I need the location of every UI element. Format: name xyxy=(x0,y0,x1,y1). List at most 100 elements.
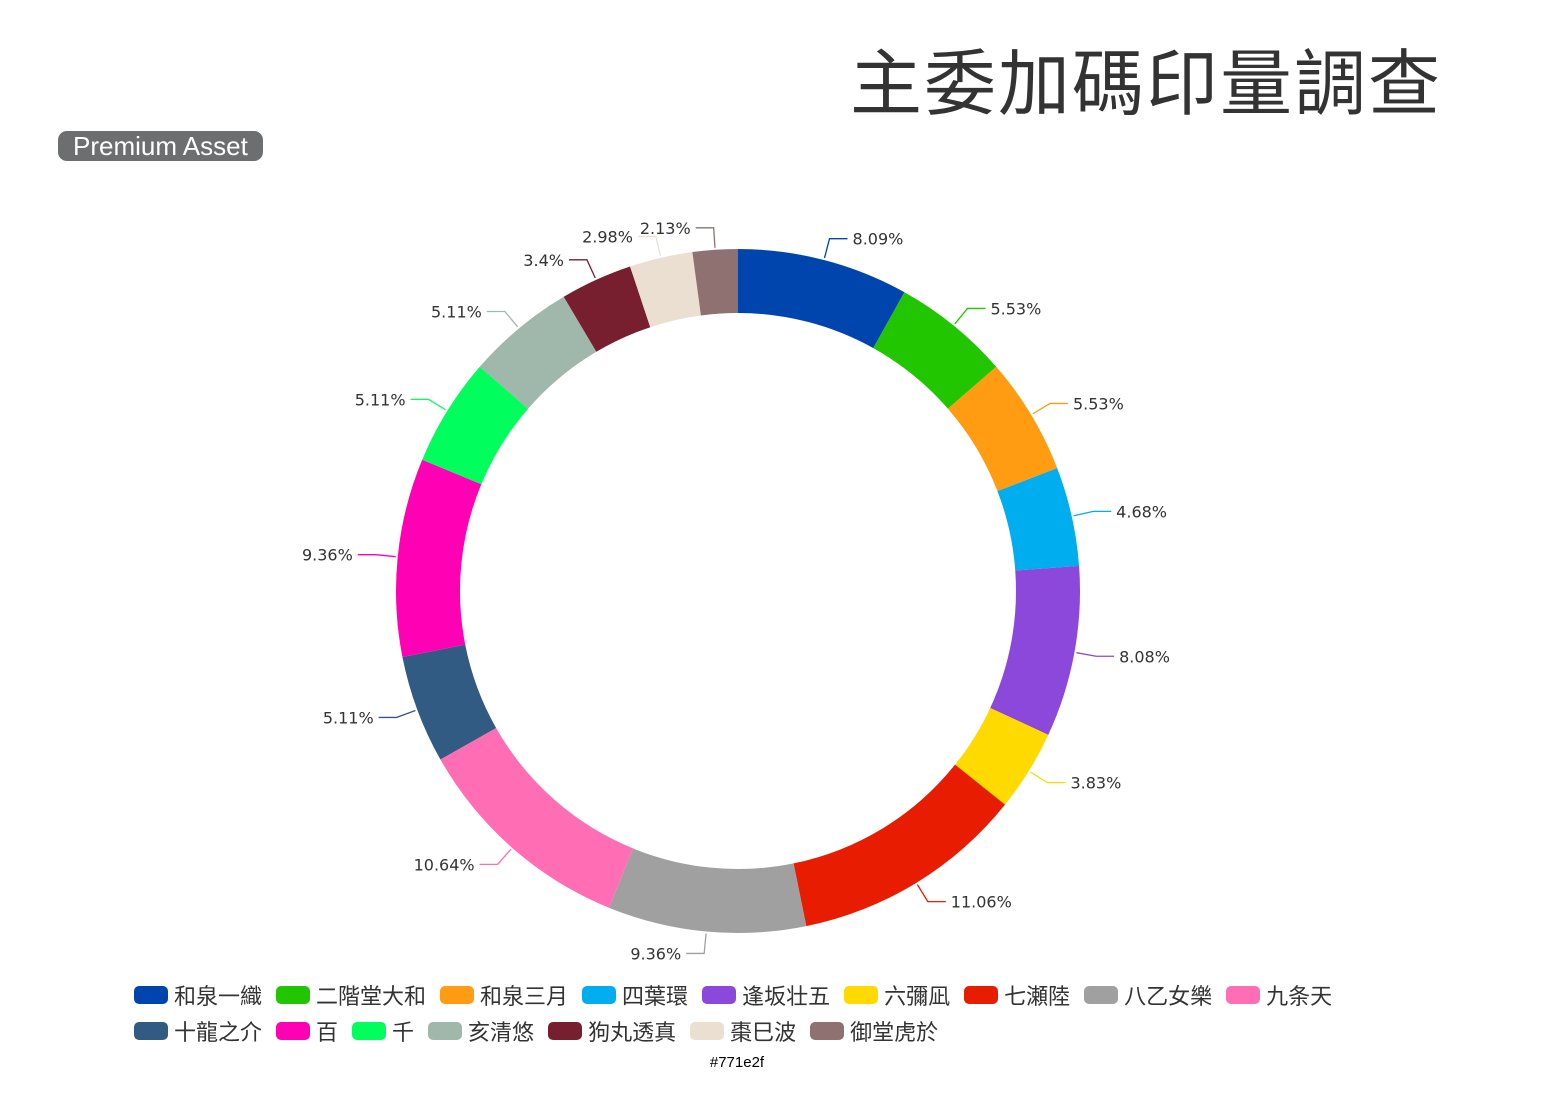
donut-slice[interactable] xyxy=(692,249,738,316)
legend-item[interactable]: 和泉三月 xyxy=(440,979,568,1011)
data-label: 11.06% xyxy=(951,893,1012,912)
donut-slice[interactable] xyxy=(479,296,597,409)
data-label: 2.13% xyxy=(640,219,691,238)
premium-asset-badge: Premium Asset xyxy=(58,131,263,161)
color-hex-caption: #771e2f xyxy=(709,1054,765,1071)
leader-line xyxy=(637,235,662,257)
leader-line xyxy=(410,398,446,411)
legend-item[interactable]: 二階堂大和 xyxy=(276,979,426,1011)
data-label: 8.09% xyxy=(853,230,904,249)
donut-slice[interactable] xyxy=(608,848,807,933)
legend-label: 九条天 xyxy=(1266,985,1333,1010)
legend-swatch xyxy=(134,1022,168,1040)
donut-slice[interactable] xyxy=(440,727,634,908)
leader-line xyxy=(486,310,519,328)
legend-swatch xyxy=(276,986,311,1004)
data-label: 3.4% xyxy=(523,251,564,270)
legend-label: 千 xyxy=(392,1021,415,1046)
legend-row: 十龍之介 百 千 亥清悠 狗丸透真 棗巳波 御堂虎於 xyxy=(134,1014,1434,1048)
legend-swatch xyxy=(810,1022,845,1040)
donut-slice[interactable] xyxy=(873,292,997,409)
legend-label: 亥清悠 xyxy=(468,1021,535,1046)
donut-slice[interactable] xyxy=(997,468,1080,571)
leader-line xyxy=(1076,652,1115,657)
data-label: 9.36% xyxy=(302,546,353,565)
legend-label: 七瀬陸 xyxy=(1004,985,1071,1010)
leader-line xyxy=(695,227,716,248)
leader-line xyxy=(1073,510,1112,517)
data-label: 5.11% xyxy=(323,708,374,727)
donut-slice[interactable] xyxy=(402,644,497,760)
legend-swatch xyxy=(134,986,168,1004)
legend-label: 六彌凪 xyxy=(884,985,951,1010)
donut-chart: 8.09% 5.53% 5.53% 4.68% 8.08% 3.83% 11.06% 9.36… xyxy=(302,219,1170,964)
legend-swatch xyxy=(440,986,475,1004)
chart-legend: 和泉一織 二階堂大和 和泉三月 四葉環 逢坂壮五 六彌凪 七瀬陸 八乙女樂 九条天十龍之介 百 千 亥… xyxy=(134,978,1434,1050)
legend-item[interactable]: 和泉一織 xyxy=(134,979,262,1011)
leader-line xyxy=(357,554,396,558)
legend-item[interactable]: 千 xyxy=(352,1015,414,1047)
donut-slice[interactable] xyxy=(793,764,1006,927)
data-label: 5.53% xyxy=(1073,394,1124,413)
legend-swatch xyxy=(964,986,999,1004)
donut-slice[interactable] xyxy=(630,252,701,328)
legend-item[interactable]: 八乙女樂 xyxy=(1084,979,1212,1011)
legend-swatch xyxy=(1226,986,1261,1004)
legend-item[interactable]: 九条天 xyxy=(1226,979,1332,1011)
legend-swatch xyxy=(428,1022,463,1040)
legend-item[interactable]: 狗丸透真 xyxy=(548,1015,676,1047)
legend-label: 棗巳波 xyxy=(730,1021,797,1046)
legend-item[interactable]: 四葉環 xyxy=(582,979,688,1011)
leader-line xyxy=(954,307,986,325)
legend-label: 御堂虎於 xyxy=(850,1021,939,1046)
data-label: 5.53% xyxy=(990,299,1041,318)
leader-line xyxy=(378,709,416,719)
donut-slice[interactable] xyxy=(738,249,905,349)
legend-swatch xyxy=(702,986,737,1004)
legend-label: 百 xyxy=(316,1021,339,1046)
legend-item[interactable]: 七瀬陸 xyxy=(964,979,1070,1011)
legend-label: 和泉三月 xyxy=(480,985,569,1010)
data-label: 4.68% xyxy=(1116,502,1167,521)
donut-slice[interactable] xyxy=(955,707,1049,805)
donut-slice[interactable] xyxy=(990,565,1080,735)
leader-line xyxy=(823,238,848,259)
donut-leader-lines xyxy=(357,227,1115,955)
donut-slice[interactable] xyxy=(422,366,529,485)
legend-item[interactable]: 御堂虎於 xyxy=(810,1015,938,1047)
data-label: 5.11% xyxy=(431,302,482,321)
legend-item[interactable]: 百 xyxy=(276,1015,338,1047)
chart-title: 主委加碼印量調查 xyxy=(849,42,1442,126)
leader-line xyxy=(479,848,512,865)
data-label: 10.64% xyxy=(414,855,475,874)
data-label: 2.98% xyxy=(582,227,633,246)
legend-label: 十龍之介 xyxy=(174,1021,263,1046)
legend-item[interactable]: 亥清悠 xyxy=(428,1015,534,1047)
leader-line xyxy=(686,933,707,955)
data-label: 5.11% xyxy=(355,390,406,409)
legend-label: 和泉一織 xyxy=(174,985,263,1010)
legend-swatch xyxy=(690,1022,725,1040)
legend-swatch xyxy=(548,1022,583,1040)
leader-line xyxy=(1032,402,1068,415)
legend-swatch xyxy=(844,986,879,1004)
donut-data-labels: 8.09% 5.53% 5.53% 4.68% 8.08% 3.83% 11.06% 9.36… xyxy=(302,219,1170,964)
data-label: 8.08% xyxy=(1119,647,1170,666)
legend-swatch xyxy=(1084,986,1119,1004)
donut-slice[interactable] xyxy=(947,366,1058,492)
legend-label: 八乙女樂 xyxy=(1124,985,1213,1010)
legend-swatch xyxy=(276,1022,311,1040)
legend-item[interactable]: 十龍之介 xyxy=(134,1015,262,1047)
legend-swatch xyxy=(352,1022,387,1040)
legend-row: 和泉一織 二階堂大和 和泉三月 四葉環 逢坂壮五 六彌凪 七瀬陸 八乙女樂 九条天 xyxy=(134,978,1434,1012)
donut-slice[interactable] xyxy=(395,459,482,657)
data-label: 3.83% xyxy=(1070,774,1121,793)
data-label: 9.36% xyxy=(630,944,681,963)
legend-label: 狗丸透真 xyxy=(588,1021,677,1046)
legend-swatch xyxy=(582,986,617,1004)
legend-item[interactable]: 棗巳波 xyxy=(690,1015,796,1047)
legend-label: 四葉環 xyxy=(622,985,689,1010)
legend-item[interactable]: 逢坂壮五 xyxy=(702,979,830,1011)
donut-slice[interactable] xyxy=(563,266,651,352)
legend-item[interactable]: 六彌凪 xyxy=(844,979,950,1011)
